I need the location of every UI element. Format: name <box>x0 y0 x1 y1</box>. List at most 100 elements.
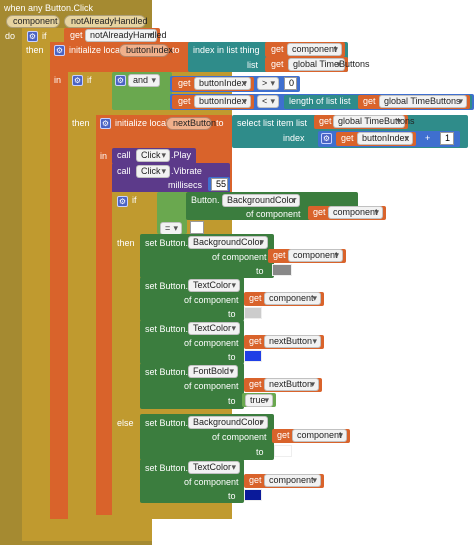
get-label: get <box>249 475 262 485</box>
call-label: call <box>117 166 131 176</box>
play-label: .Play <box>171 150 192 160</box>
to-label: to <box>228 491 236 501</box>
set-button-label: set Button. <box>145 418 189 428</box>
init2-gear-icon[interactable]: ⚙ <box>100 118 111 129</box>
to-label: to <box>256 447 264 457</box>
init1-var[interactable]: buttonIndex <box>119 44 173 57</box>
get-label: get <box>70 30 83 40</box>
get-label: get <box>271 44 284 54</box>
set6-target-dropdown[interactable]: component <box>264 474 321 487</box>
equals-color-slot[interactable] <box>190 221 204 234</box>
color-if-gear-icon[interactable]: ⚙ <box>117 196 128 207</box>
color-else-label: else <box>117 418 134 428</box>
select-list-item-label: select list item list <box>237 118 308 128</box>
set1-target-dropdown[interactable]: component <box>288 249 343 262</box>
millisecs-value[interactable]: 55 <box>211 178 228 191</box>
of-component-label: of component <box>184 338 239 348</box>
get-label: get <box>249 293 262 303</box>
color-if-label: if <box>132 195 137 205</box>
bg-color-prop-dropdown[interactable]: BackgroundColor <box>222 194 300 207</box>
set4-target-dropdown[interactable]: nextButton <box>264 378 319 391</box>
outer-if-label: if <box>42 31 47 41</box>
plus-label: + <box>425 133 431 143</box>
of-component-label: of component <box>212 252 267 262</box>
event-header: when any Button.Click <box>4 3 94 13</box>
set2-target-dropdown[interactable]: component <box>264 292 321 305</box>
init2-var[interactable]: nextButton <box>166 117 216 130</box>
inner-if-label: if <box>87 75 92 85</box>
call-label: call <box>117 150 131 160</box>
zero-value[interactable]: 0 <box>284 77 297 90</box>
param-component[interactable]: component <box>6 15 60 28</box>
do-label: do <box>5 31 16 41</box>
set5-prop-dropdown[interactable]: BackgroundColor <box>188 416 268 429</box>
set3-target-dropdown[interactable]: nextButton <box>264 335 321 348</box>
set-button-label: set Button. <box>145 463 189 473</box>
outer-then-label: then <box>26 45 44 55</box>
of-component-label: of component <box>184 477 239 487</box>
outer-if-gear-icon[interactable]: ⚙ <box>27 31 38 42</box>
color-then-label: then <box>117 238 135 248</box>
component-dropdown-2[interactable]: component <box>328 206 383 219</box>
set3-prop-dropdown[interactable]: TextColor <box>188 322 240 335</box>
and-dropdown[interactable]: and <box>128 74 160 87</box>
init2-in: in <box>100 151 108 161</box>
set2-color-swatch[interactable] <box>244 307 270 319</box>
to-label: to <box>228 396 236 406</box>
param-not-already-handled[interactable]: notAlreadyHandled <box>64 15 148 28</box>
click-dropdown-2[interactable]: Click <box>136 165 170 178</box>
init1-label: initialize local <box>69 45 123 55</box>
set1-prop-dropdown[interactable]: BackgroundColor <box>188 236 268 249</box>
of-component-label: of component <box>184 381 239 391</box>
vibrate-label: .Vibrate <box>171 166 202 176</box>
set2-prop-dropdown[interactable]: TextColor <box>188 279 240 292</box>
get-label: get <box>319 116 332 126</box>
plus-gear-icon[interactable]: ⚙ <box>321 133 332 144</box>
init1-gear-icon[interactable]: ⚙ <box>54 45 65 56</box>
get-label: get <box>178 78 191 88</box>
to-label: to <box>256 266 264 276</box>
not-already-handled-dropdown[interactable]: notAlreadyHandled <box>85 29 167 42</box>
to-label: to <box>228 352 236 362</box>
of-component-label: of component <box>212 432 267 442</box>
time-buttons-dropdown-1[interactable]: global TimeButtons <box>288 58 370 71</box>
button-index-dropdown-3[interactable]: buttonIndex <box>357 132 413 145</box>
button-index-dropdown-2[interactable]: buttonIndex <box>194 95 251 108</box>
set6-color-swatch[interactable] <box>244 489 270 501</box>
index-label: index <box>283 133 305 143</box>
and-gear-icon[interactable]: ⚙ <box>115 75 126 86</box>
set-button-label: set Button. <box>145 238 189 248</box>
set5-color-swatch[interactable] <box>274 445 300 457</box>
get-label: get <box>313 207 326 217</box>
component-dropdown-1[interactable]: component <box>287 43 342 56</box>
set1-color-swatch[interactable] <box>272 264 300 276</box>
to-label: to <box>228 309 236 319</box>
less-op-dropdown[interactable]: < <box>257 95 279 108</box>
inner-if-gear-icon[interactable]: ⚙ <box>72 75 83 86</box>
button-prop-label: Button. <box>191 195 220 205</box>
set5-target-dropdown[interactable]: component <box>292 429 347 442</box>
button-index-dropdown-1[interactable]: buttonIndex <box>194 77 251 90</box>
one-value[interactable]: 1 <box>440 132 454 145</box>
click-dropdown-1[interactable]: Click <box>136 149 170 162</box>
millisecs-label: millisecs <box>168 180 203 190</box>
index-in-list-label: index in list thing <box>193 45 260 55</box>
equals-dropdown[interactable]: = <box>160 222 182 235</box>
init2-label: initialize local <box>115 118 169 128</box>
get-label: get <box>271 59 284 69</box>
time-buttons-dropdown-3[interactable]: global TimeButtons <box>333 115 415 128</box>
true-dropdown[interactable]: true <box>245 394 273 407</box>
set3-color-swatch[interactable] <box>244 350 270 362</box>
set-button-label: set Button. <box>145 324 189 334</box>
set6-prop-dropdown[interactable]: TextColor <box>188 461 240 474</box>
time-buttons-dropdown-2[interactable]: global TimeButtons <box>379 95 467 108</box>
get-label: get <box>277 430 290 440</box>
init2-to: to <box>216 118 224 128</box>
set4-prop-dropdown[interactable]: FontBold <box>188 365 238 378</box>
of-component-label: of component <box>184 295 239 305</box>
get-label: get <box>273 250 286 260</box>
length-of-list-label: length of list list <box>289 96 351 106</box>
get-label: get <box>249 336 262 346</box>
greater-op-dropdown[interactable]: > <box>257 77 279 90</box>
init1-in: in <box>54 75 62 85</box>
